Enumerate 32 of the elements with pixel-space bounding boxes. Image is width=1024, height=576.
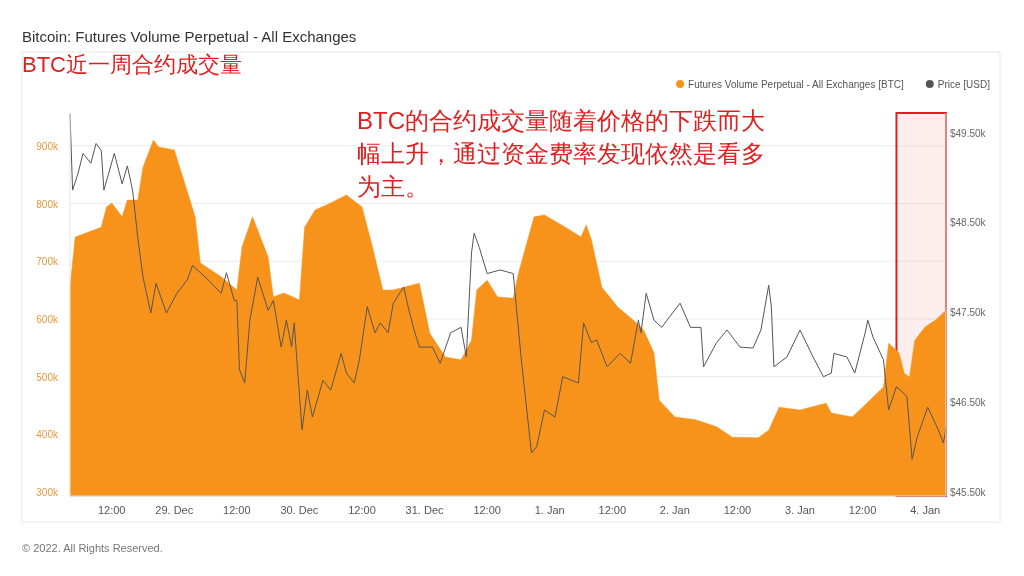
x-tick-label: 2. Jan bbox=[659, 504, 690, 516]
y-tick-label: 400k bbox=[36, 429, 59, 441]
x-tick-label: 3. Jan bbox=[785, 504, 815, 516]
annotation: BTC的合约成交量随着价格的下跌而大幅上升，通过资金费率发现依然是看多为主。 bbox=[357, 106, 766, 202]
text: © 2022. All Rights Reserved. bbox=[22, 542, 163, 554]
x-tick-label: 12:00 bbox=[598, 504, 627, 516]
x-tick-label: 12:00 bbox=[723, 504, 752, 516]
x-tick-label: 12:00 bbox=[473, 504, 501, 516]
chart-title: Bitcoin: Futures Volume Perpetual - All Exchanges bbox=[22, 28, 357, 45]
legend-label: Futures Volume Perpetual - All Exchanges [BTC] bbox=[688, 79, 904, 90]
y-tick-label: 800k bbox=[36, 198, 59, 210]
x-tick-label: 4. Jan bbox=[910, 504, 941, 516]
chart-subtitle: BTC近一周合约成交量 bbox=[22, 52, 242, 77]
y2-tick-label: $47.50k bbox=[950, 307, 987, 319]
x-tick-label: 12:00 bbox=[97, 504, 126, 516]
y-tick-label: 600k bbox=[36, 313, 59, 325]
x-tick-label: 30. Dec bbox=[280, 504, 319, 516]
y2-tick-label: $45.50k bbox=[950, 486, 987, 498]
x-tick-label: 31. Dec bbox=[405, 504, 445, 516]
x-tick-label: 12:00 bbox=[348, 504, 376, 516]
x-tick-label: 1. Jan bbox=[534, 504, 565, 516]
y2-tick-label: $49.50k bbox=[950, 127, 987, 139]
legend-label: Price [USD] bbox=[937, 79, 991, 90]
y2-tick-label: $46.50k bbox=[950, 396, 987, 408]
x-tick-label: 12:00 bbox=[223, 504, 251, 516]
y-tick-label: 700k bbox=[36, 256, 59, 268]
x-tick-label: 12:00 bbox=[848, 504, 877, 516]
x-tick-label: 29. Dec bbox=[155, 504, 194, 516]
y-tick-label: 300k bbox=[36, 486, 59, 498]
y-tick-label: 900k bbox=[36, 140, 59, 152]
y-tick-label: 500k bbox=[36, 371, 59, 383]
y2-tick-label: $48.50k bbox=[950, 217, 987, 229]
